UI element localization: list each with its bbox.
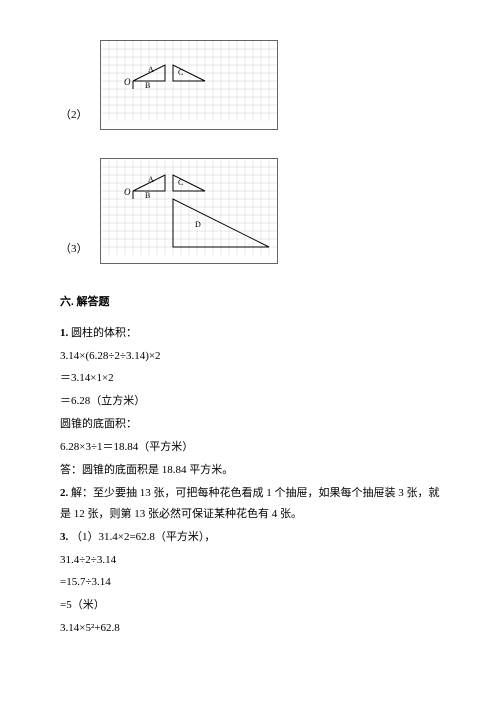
figure-3-grid: O A B C D bbox=[100, 158, 278, 264]
label-b-3: B bbox=[145, 191, 150, 200]
q1-line-c: ＝3.14×1×2 bbox=[60, 368, 440, 389]
q3-line-a: 3. （1）31.4×2=62.8（平方米）， bbox=[60, 527, 440, 548]
q1-line-g: 答：圆锥的底面积是 18.84 平方米。 bbox=[60, 460, 440, 481]
q1-line-d: ＝6.28（立方米） bbox=[60, 391, 440, 412]
figure-2-svg: O A B C bbox=[101, 41, 277, 121]
q3-line-e: 3.14×5²+62.8 bbox=[60, 618, 440, 639]
q1-line-b: 3.14×(6.28÷2÷3.14)×2 bbox=[60, 346, 440, 367]
q3-line-d: =5（米） bbox=[60, 595, 440, 616]
figure-2-grid: O A B C bbox=[100, 40, 278, 130]
q1-line-e: 圆锥的底面积： bbox=[60, 414, 440, 435]
label-d: D bbox=[195, 220, 201, 229]
label-b: B bbox=[145, 81, 150, 90]
q2-line: 2. 解：至少要抽 13 张，可把每种花色看成 1 个抽屉，如果每个抽屉装 3 … bbox=[60, 483, 440, 525]
figure-2-label: （2） bbox=[60, 105, 88, 130]
q3-text-a: （1）31.4×2=62.8（平方米）， bbox=[71, 531, 215, 543]
label-a: A bbox=[148, 65, 154, 74]
q1-text-a: 圆柱的体积： bbox=[71, 327, 137, 339]
label-o-3: O bbox=[124, 187, 131, 197]
label-c-3: C bbox=[178, 178, 183, 187]
q2-num: 2. bbox=[60, 487, 68, 499]
q1-num: 1. bbox=[60, 327, 68, 339]
label-a-3: A bbox=[148, 175, 154, 184]
label-c: C bbox=[178, 68, 183, 77]
figure-3-svg: O A B C D bbox=[101, 159, 277, 255]
q3-num: 3. bbox=[60, 531, 68, 543]
figure-2-row: （2） O A B C bbox=[60, 40, 440, 130]
section-title: 六. 解答题 bbox=[60, 292, 440, 313]
q3-line-b: 31.4÷2÷3.14 bbox=[60, 550, 440, 571]
figure-3-label: （3） bbox=[60, 239, 88, 264]
q3-line-c: =15.7÷3.14 bbox=[60, 572, 440, 593]
q1-line-a: 1. 圆柱的体积： bbox=[60, 323, 440, 344]
figure-3-row: （3） O A B C D bbox=[60, 158, 440, 264]
q1-line-f: 6.28×3÷1＝18.84（平方米） bbox=[60, 437, 440, 458]
label-o: O bbox=[124, 77, 131, 87]
q2-text: 解：至少要抽 13 张，可把每种花色看成 1 个抽屉，如果每个抽屉装 3 张，就… bbox=[60, 487, 440, 520]
